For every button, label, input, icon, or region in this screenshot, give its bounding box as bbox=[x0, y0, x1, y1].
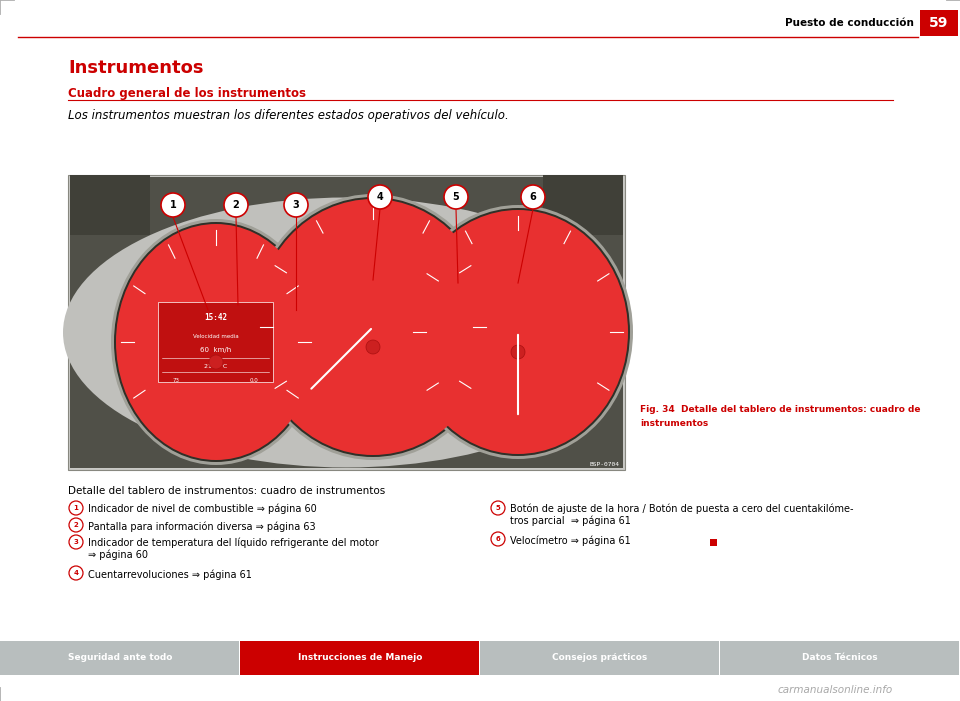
Text: 6: 6 bbox=[530, 192, 537, 202]
Circle shape bbox=[224, 193, 248, 217]
Ellipse shape bbox=[255, 199, 491, 455]
Text: Cuentarrevoluciones ⇒ página 61: Cuentarrevoluciones ⇒ página 61 bbox=[88, 569, 252, 580]
Ellipse shape bbox=[209, 355, 223, 369]
Text: BSP-0704: BSP-0704 bbox=[589, 461, 619, 466]
Bar bbox=[543, 175, 623, 235]
Circle shape bbox=[368, 185, 392, 209]
Ellipse shape bbox=[253, 197, 493, 457]
Text: 59: 59 bbox=[929, 16, 948, 30]
Text: 3: 3 bbox=[293, 200, 300, 210]
Bar bbox=[710, 539, 717, 546]
Circle shape bbox=[284, 193, 308, 217]
Text: Botón de ajuste de la hora / Botón de puesta a cero del cuentakilóme-: Botón de ajuste de la hora / Botón de pu… bbox=[510, 504, 853, 515]
Text: 3: 3 bbox=[74, 539, 79, 545]
Ellipse shape bbox=[63, 198, 630, 468]
Text: 21.5 °C: 21.5 °C bbox=[204, 364, 228, 369]
Text: Datos Técnicos: Datos Técnicos bbox=[803, 653, 877, 662]
Bar bbox=[240, 641, 479, 675]
Circle shape bbox=[491, 501, 505, 515]
Text: 60  km/h: 60 km/h bbox=[200, 347, 231, 353]
Text: 6: 6 bbox=[495, 536, 500, 542]
Ellipse shape bbox=[408, 210, 628, 454]
Text: Seguridad ante todo: Seguridad ante todo bbox=[68, 653, 172, 662]
Ellipse shape bbox=[114, 222, 318, 462]
Circle shape bbox=[444, 185, 468, 209]
Ellipse shape bbox=[406, 208, 630, 456]
Ellipse shape bbox=[250, 194, 496, 460]
Text: ⇒ página 60: ⇒ página 60 bbox=[88, 550, 148, 561]
Text: Instrumentos: Instrumentos bbox=[68, 59, 204, 77]
Text: Pantalla para información diversa ⇒ página 63: Pantalla para información diversa ⇒ pági… bbox=[88, 521, 316, 531]
Bar bbox=[68, 175, 625, 470]
Ellipse shape bbox=[511, 345, 525, 359]
Ellipse shape bbox=[111, 219, 321, 465]
Text: tros parcial  ⇒ página 61: tros parcial ⇒ página 61 bbox=[510, 516, 631, 526]
Ellipse shape bbox=[403, 205, 633, 459]
Text: 15:42: 15:42 bbox=[204, 313, 228, 322]
Text: carmanualsonline.info: carmanualsonline.info bbox=[778, 685, 893, 695]
Text: 1: 1 bbox=[170, 200, 177, 210]
Bar bbox=[920, 10, 958, 36]
Text: Fig. 34  Detalle del tablero de instrumentos: cuadro de: Fig. 34 Detalle del tablero de instrumen… bbox=[640, 405, 921, 414]
Circle shape bbox=[491, 532, 505, 546]
Ellipse shape bbox=[116, 224, 316, 460]
Text: Puesto de conducción: Puesto de conducción bbox=[785, 18, 914, 28]
Text: 0.0: 0.0 bbox=[250, 378, 258, 383]
Text: Detalle del tablero de instrumentos: cuadro de instrumentos: Detalle del tablero de instrumentos: cua… bbox=[68, 486, 385, 496]
Bar bbox=[0, 641, 239, 675]
Circle shape bbox=[69, 518, 83, 532]
Circle shape bbox=[521, 185, 545, 209]
Text: Velocímetro ⇒ página 61: Velocímetro ⇒ página 61 bbox=[510, 535, 631, 545]
Bar bbox=[720, 641, 959, 675]
Text: 73: 73 bbox=[173, 378, 180, 383]
Circle shape bbox=[161, 193, 185, 217]
Circle shape bbox=[69, 501, 83, 515]
Circle shape bbox=[69, 566, 83, 580]
Text: 4: 4 bbox=[74, 570, 79, 576]
Text: Consejos prácticos: Consejos prácticos bbox=[552, 653, 648, 662]
Text: Indicador de temperatura del líquido refrigerante del motor: Indicador de temperatura del líquido ref… bbox=[88, 538, 379, 548]
Text: 2: 2 bbox=[232, 200, 239, 210]
Text: 4: 4 bbox=[376, 192, 383, 202]
Circle shape bbox=[69, 535, 83, 549]
Text: instrumentos: instrumentos bbox=[640, 418, 708, 428]
Text: Instrucciones de Manejo: Instrucciones de Manejo bbox=[298, 653, 422, 662]
Text: 5: 5 bbox=[495, 505, 500, 511]
Text: 2: 2 bbox=[74, 522, 79, 528]
Text: Velocidad media: Velocidad media bbox=[193, 334, 238, 339]
Bar bbox=[480, 641, 719, 675]
Ellipse shape bbox=[366, 340, 380, 354]
Text: Indicador de nivel de combustible ⇒ página 60: Indicador de nivel de combustible ⇒ pági… bbox=[88, 504, 317, 515]
Text: 1: 1 bbox=[74, 505, 79, 511]
Text: 5: 5 bbox=[452, 192, 460, 202]
Bar bbox=[158, 302, 273, 382]
Text: Cuadro general de los instrumentos: Cuadro general de los instrumentos bbox=[68, 86, 306, 100]
Bar bbox=[70, 177, 623, 468]
Bar bbox=[70, 175, 150, 235]
Text: Los instrumentos muestran los diferentes estados operativos del vehículo.: Los instrumentos muestran los diferentes… bbox=[68, 109, 509, 123]
